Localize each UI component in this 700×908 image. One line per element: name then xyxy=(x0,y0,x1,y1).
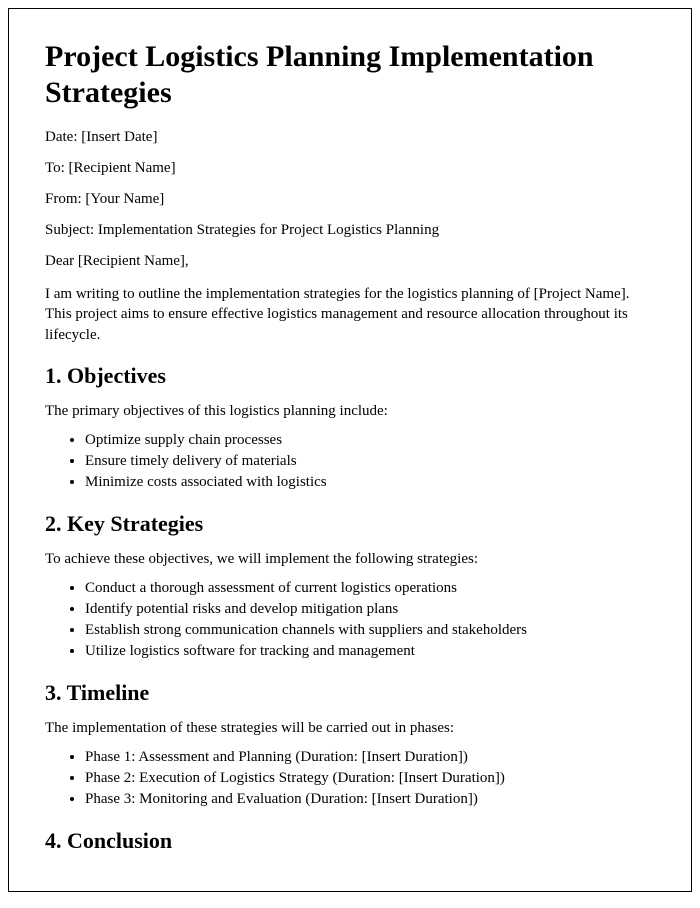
document-title: Project Logistics Planning Implementatio… xyxy=(45,39,655,111)
document-page: Project Logistics Planning Implementatio… xyxy=(8,8,692,892)
intro-paragraph: I am writing to outline the implementati… xyxy=(45,284,655,345)
list-item: Utilize logistics software for tracking … xyxy=(85,641,655,662)
meta-to: To: [Recipient Name] xyxy=(45,160,655,177)
salutation: Dear [Recipient Name], xyxy=(45,253,655,270)
meta-from: From: [Your Name] xyxy=(45,191,655,208)
meta-subject: Subject: Implementation Strategies for P… xyxy=(45,222,655,239)
list-item: Phase 3: Monitoring and Evaluation (Dura… xyxy=(85,789,655,810)
strategies-heading: 2. Key Strategies xyxy=(45,511,655,537)
conclusion-heading: 4. Conclusion xyxy=(45,828,655,854)
list-item: Minimize costs associated with logistics xyxy=(85,472,655,493)
list-item: Phase 2: Execution of Logistics Strategy… xyxy=(85,768,655,789)
list-item: Establish strong communication channels … xyxy=(85,620,655,641)
timeline-list: Phase 1: Assessment and Planning (Durati… xyxy=(45,747,655,810)
objectives-text: The primary objectives of this logistics… xyxy=(45,403,655,420)
list-item: Ensure timely delivery of materials xyxy=(85,451,655,472)
list-item: Phase 1: Assessment and Planning (Durati… xyxy=(85,747,655,768)
strategies-text: To achieve these objectives, we will imp… xyxy=(45,551,655,568)
timeline-text: The implementation of these strategies w… xyxy=(45,720,655,737)
objectives-heading: 1. Objectives xyxy=(45,363,655,389)
list-item: Optimize supply chain processes xyxy=(85,430,655,451)
objectives-list: Optimize supply chain processes Ensure t… xyxy=(45,430,655,493)
list-item: Identify potential risks and develop mit… xyxy=(85,599,655,620)
timeline-heading: 3. Timeline xyxy=(45,680,655,706)
strategies-list: Conduct a thorough assessment of current… xyxy=(45,578,655,662)
meta-date: Date: [Insert Date] xyxy=(45,129,655,146)
list-item: Conduct a thorough assessment of current… xyxy=(85,578,655,599)
